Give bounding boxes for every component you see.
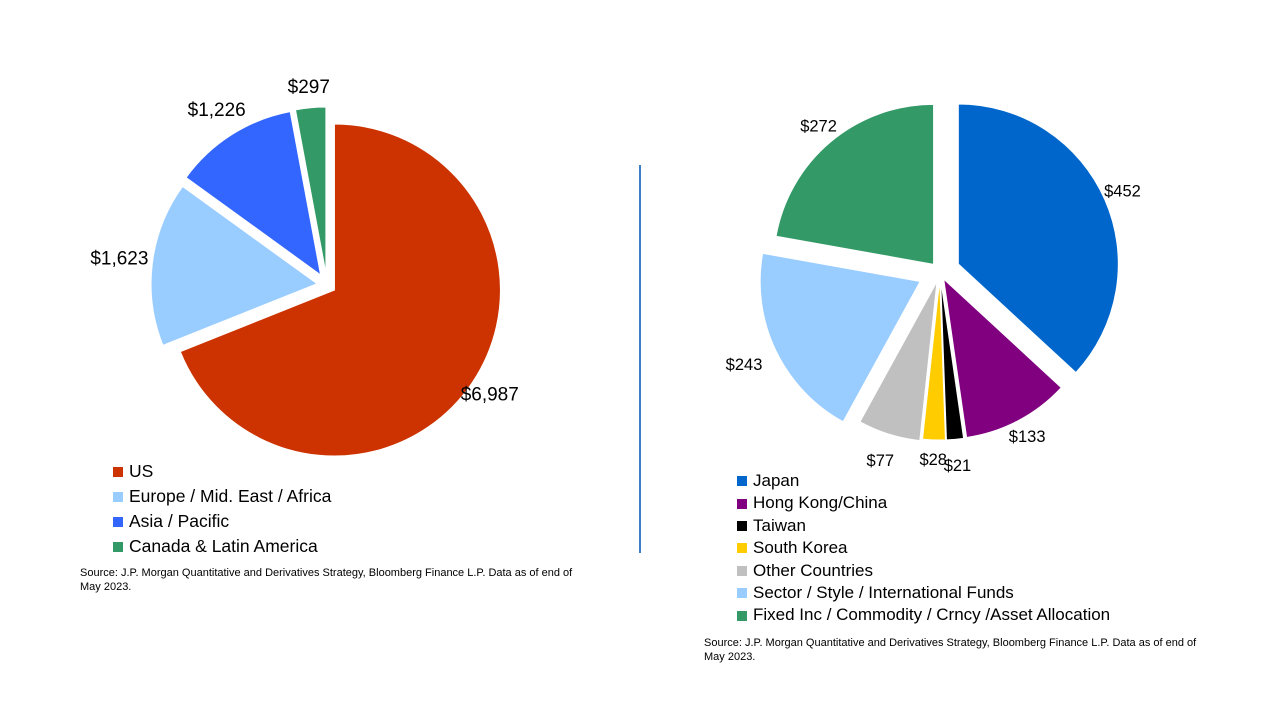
pie-slice-hong-kong-china (943, 277, 1062, 439)
data-label-asia-pacific: $1,226 (188, 100, 246, 121)
data-label-fixed-inc-commodity-crncy-asset-allocation: $272 (800, 117, 837, 135)
legend-swatch (737, 498, 747, 509)
legend-swatch (113, 491, 123, 502)
legend-label: Taiwan (753, 515, 806, 535)
legend-swatch (737, 543, 747, 554)
data-label-other-countries: $77 (867, 452, 895, 470)
pie-slice-us (179, 123, 501, 457)
legend-entry-hong-kong-china: Hong Kong/China (737, 492, 1110, 514)
pie-slice-fixed-inc-commodity-crncy-asset-allocation (775, 103, 935, 265)
legend-label: Asia / Pacific (129, 511, 230, 531)
legend-label: Hong Kong/China (753, 493, 888, 513)
pie-slice-japan (957, 103, 1119, 374)
pie-slice-taiwan (940, 279, 965, 441)
data-label-hong-kong-china: $133 (1009, 428, 1046, 446)
pie-slice-europe-mid-east-africa (150, 185, 319, 346)
legend-entry-asia-pacific: Asia / Pacific (113, 509, 331, 534)
legend-label: Europe / Mid. East / Africa (129, 486, 332, 506)
pie-slice-sector-style-international-funds (759, 252, 921, 423)
legend-swatch (737, 521, 747, 532)
legend-swatch (737, 565, 747, 576)
legend-swatch (113, 516, 123, 527)
legend-entry-europe-mid-east-africa: Europe / Mid. East / Africa (113, 484, 331, 509)
legend-swatch (737, 476, 747, 487)
legend-label: Japan (753, 471, 800, 490)
data-label-europe-mid-east-africa: $1,623 (90, 248, 148, 269)
data-label-japan: $452 (1104, 182, 1141, 200)
pie-slice-south-korea (921, 279, 946, 441)
legend-regions: US Europe / Mid. East / Africa Asia / Paci… (113, 459, 331, 559)
pie-slice-canada-latin-america (294, 106, 327, 274)
data-label-canada-latin-america: $297 (288, 77, 330, 98)
chart-divider (639, 165, 641, 553)
pie-slice-asia-pacific (185, 111, 322, 276)
legend-swatch (113, 466, 123, 477)
source-note-left: Source: J.P. Morgan Quantitative and Der… (80, 567, 573, 593)
legend-label: Fixed Inc / Commodity / Crncy /Asset All… (753, 605, 1111, 625)
legend-label: Other Countries (753, 560, 873, 580)
legend-entry-sector-style-international-funds: Sector / Style / International Funds (737, 582, 1110, 604)
legend-entry-south-korea: South Korea (737, 537, 1110, 559)
legend-entry-japan: Japan (737, 470, 1110, 492)
legend-label: South Korea (753, 538, 848, 558)
source-note-right: Source: J.P. Morgan Quantitative and Der… (704, 637, 1197, 663)
pie-chart-regions: $6,987 $1,623 $1,226 $297 (90, 77, 519, 457)
legend-label: Canada & Latin America (129, 536, 318, 556)
pie-slice-other-countries (859, 281, 938, 442)
data-label-south-korea: $28 (919, 451, 947, 469)
legend-label: US (129, 461, 154, 481)
pie-chart-breakdown: $452 $133 $21$28 $77 $243 $272 (726, 103, 1141, 475)
data-label-us: $6,987 (461, 384, 519, 405)
legend-entry-us: US (113, 459, 331, 484)
legend-breakdown: Japan Hong Kong/China Taiwan South Korea Oth… (737, 470, 1110, 627)
data-label-taiwan: $21 (944, 457, 972, 475)
legend-label: Sector / Style / International Funds (753, 583, 1014, 603)
legend-entry-fixed-inc-commodity-crncy-asset-allocation: Fixed Inc / Commodity / Crncy /Asset All… (737, 604, 1110, 626)
legend-swatch (113, 541, 123, 552)
data-label-sector-style-international-funds: $243 (726, 356, 763, 374)
legend-entry-other-countries: Other Countries (737, 560, 1110, 582)
legend-swatch (737, 610, 747, 621)
legend-entry-taiwan: Taiwan (737, 515, 1110, 537)
legend-entry-canada-latin-america: Canada & Latin America (113, 534, 331, 559)
legend-swatch (737, 588, 747, 599)
